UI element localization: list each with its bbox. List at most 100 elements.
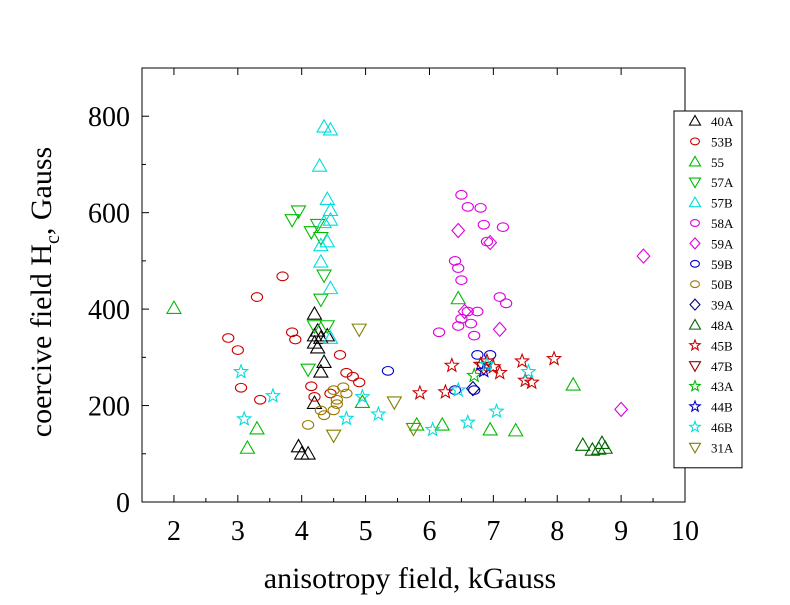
data-point [306, 320, 323, 335]
data-point [459, 413, 476, 430]
data-point [312, 329, 329, 344]
y-tick-label: 200 [88, 392, 130, 423]
series-50B [301, 382, 353, 430]
legend-label: 43A [711, 379, 734, 394]
legend-label: 48A [711, 318, 734, 333]
data-point [457, 303, 472, 320]
data-point [468, 330, 481, 341]
series-31A [325, 323, 422, 444]
data-point [354, 388, 371, 404]
y-tick-label: 600 [88, 199, 130, 230]
data-point [319, 191, 336, 205]
data-point [478, 355, 496, 372]
data-point [285, 327, 299, 338]
legend-box [673, 110, 743, 469]
data-point [354, 394, 371, 408]
legend-label: 58A [711, 216, 734, 231]
data-point [353, 377, 366, 388]
data-point [234, 382, 248, 393]
data-point [322, 329, 339, 344]
data-point [471, 306, 484, 317]
data-point [306, 395, 323, 409]
data-point [289, 334, 302, 345]
data-point [312, 363, 329, 378]
legend-marker [690, 137, 700, 146]
data-point [461, 201, 474, 212]
data-point [424, 421, 441, 437]
data-point [306, 327, 323, 342]
data-point [474, 202, 487, 213]
data-point [301, 419, 315, 430]
data-point [312, 237, 329, 252]
series-48A [574, 435, 614, 456]
legend-label: 40A [711, 114, 734, 129]
legend-label: 46B [711, 420, 733, 435]
data-point [222, 333, 235, 343]
data-point [483, 234, 498, 251]
data-point [432, 327, 446, 338]
legend-label: 47B [711, 359, 733, 374]
y-axis-title: coercive field Hc, Gauss [25, 147, 64, 437]
data-point [461, 306, 474, 317]
data-point [330, 399, 343, 409]
legend-marker [688, 318, 702, 330]
data-point [319, 327, 336, 342]
data-point [478, 352, 496, 369]
y-tick-label: 800 [88, 102, 130, 133]
data-point [545, 350, 563, 366]
data-point [309, 218, 326, 233]
series-57B [311, 118, 339, 344]
data-point [340, 388, 353, 399]
legend-marker [690, 280, 700, 289]
data-point [327, 405, 340, 416]
legend-marker [690, 219, 700, 227]
data-point [590, 440, 607, 455]
data-point [231, 345, 244, 355]
data-point [249, 420, 265, 435]
data-point [477, 219, 490, 230]
data-point [239, 439, 256, 454]
data-point [236, 410, 253, 426]
data-point [636, 248, 651, 264]
data-point [450, 381, 467, 398]
data-point [452, 263, 465, 274]
legend-label: 45B [711, 338, 733, 353]
data-point [405, 422, 422, 437]
data-point [584, 441, 601, 456]
data-point [232, 363, 250, 379]
data-point [465, 380, 480, 397]
legend: 40A 53B 55 57A 57B 58A 59A 59B 50B 39A 48A 45B 47B 43… [673, 110, 743, 469]
series-46B [232, 355, 537, 437]
data-point [165, 300, 182, 314]
data-point [451, 222, 466, 239]
x-tick-label: 6 [422, 516, 436, 547]
data-point [333, 350, 347, 360]
y-axis-title-main: coercive field H [25, 244, 58, 437]
data-point [507, 422, 524, 437]
series-55 [165, 290, 582, 454]
series-58A [432, 189, 513, 341]
data-point [565, 376, 582, 391]
legend-label: 44B [711, 400, 733, 415]
series-39A [465, 380, 480, 397]
data-point [493, 292, 506, 302]
data-point [450, 290, 467, 305]
data-point [319, 320, 336, 335]
data-point [381, 365, 395, 376]
data-point [290, 205, 307, 220]
legend-label: 39A [711, 298, 734, 313]
series-43A [466, 367, 483, 383]
data-point [346, 371, 359, 382]
x-tick-label: 9 [614, 516, 628, 547]
data-point [523, 373, 540, 390]
data-point [337, 382, 350, 393]
data-point [411, 384, 429, 400]
data-point [300, 445, 317, 460]
data-point [316, 354, 333, 368]
data-point [276, 271, 289, 282]
legend-marker [689, 237, 701, 250]
data-point [455, 189, 468, 200]
data-point [312, 293, 329, 308]
data-point [466, 367, 483, 383]
